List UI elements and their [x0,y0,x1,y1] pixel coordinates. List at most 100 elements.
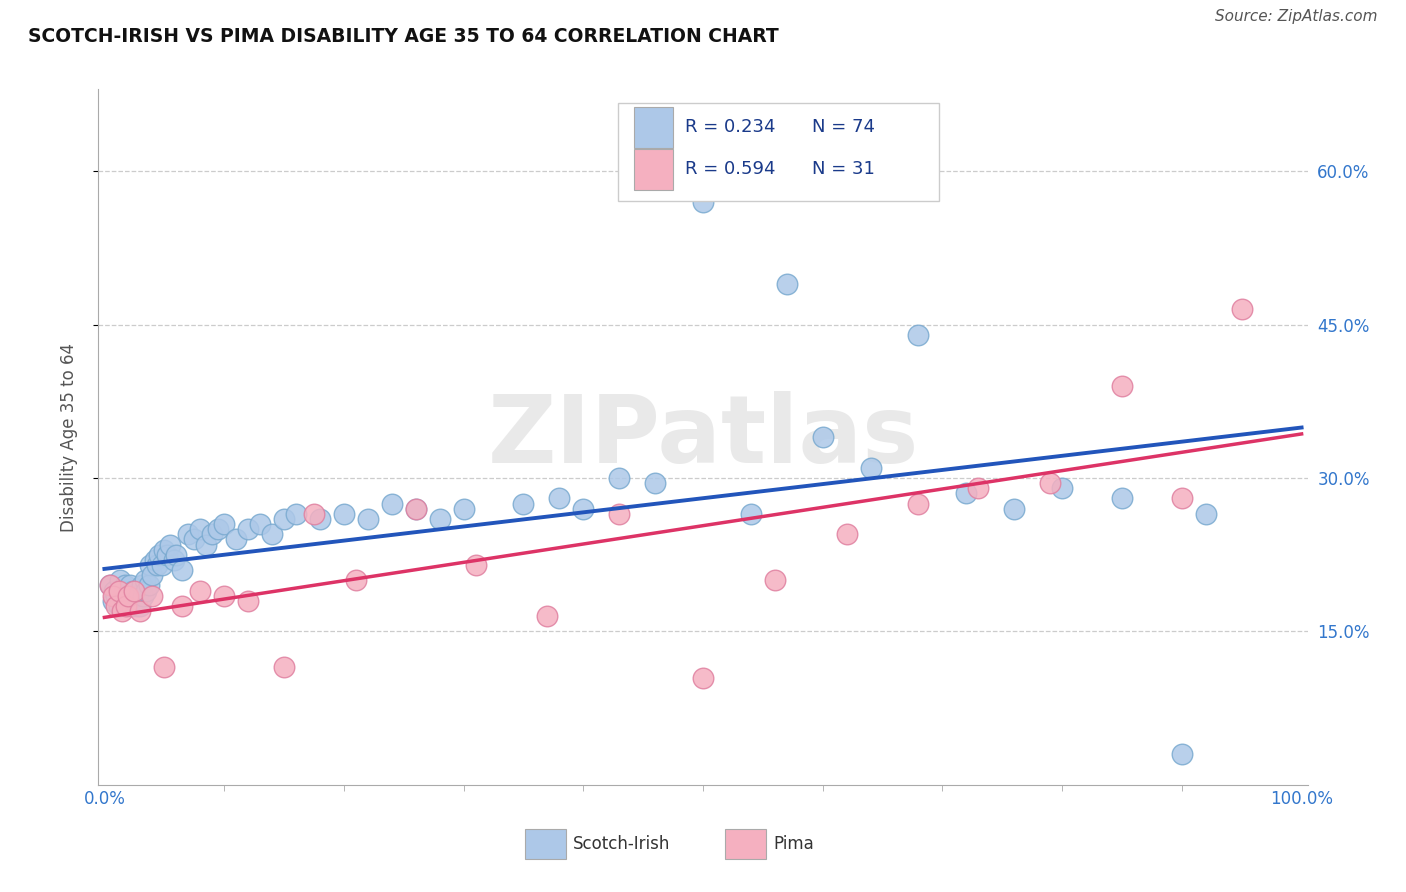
FancyBboxPatch shape [619,103,939,201]
Point [405,501,427,516]
Point [122,583,145,598]
Point [548,491,571,506]
Point [107,599,129,613]
Point [165,548,187,562]
Point [115,589,138,603]
Point [201,527,224,541]
Text: SCOTCH-IRISH VS PIMA DISABILITY AGE 35 TO 64 CORRELATION CHART: SCOTCH-IRISH VS PIMA DISABILITY AGE 35 T… [28,27,779,45]
Point [111,589,134,603]
Point [153,660,176,674]
Text: R = 0.594: R = 0.594 [685,161,775,178]
Point [163,553,186,567]
Point [115,599,138,613]
Point [100,578,122,592]
Point [156,548,179,562]
Text: Source: ZipAtlas.com: Source: ZipAtlas.com [1215,9,1378,24]
Point [183,533,205,547]
Point [1195,507,1218,521]
Text: N = 74: N = 74 [811,119,875,136]
Y-axis label: Disability Age 35 to 64: Disability Age 35 to 64 [59,343,77,532]
Point [512,497,534,511]
Point [859,460,882,475]
Point [134,574,156,588]
Point [692,194,714,209]
Point [124,583,146,598]
Point [107,583,129,598]
Point [302,507,325,521]
Point [125,599,148,613]
Point [464,558,486,572]
Text: Pima: Pima [773,835,814,853]
Point [138,578,160,592]
Point [284,507,307,521]
Point [195,537,218,551]
Point [309,512,332,526]
Point [955,486,977,500]
Point [112,583,135,598]
Point [129,604,152,618]
FancyBboxPatch shape [634,107,672,148]
Text: ZIPatlas: ZIPatlas [488,391,918,483]
Point [131,578,153,592]
FancyBboxPatch shape [526,829,567,859]
Point [114,578,136,592]
Point [117,594,139,608]
Point [212,589,235,603]
Point [381,497,404,511]
Point [101,589,124,603]
Point [124,589,146,603]
Point [139,558,162,572]
Point [273,660,295,674]
Point [103,583,125,598]
Point [188,522,211,536]
Point [907,497,929,511]
Point [1111,491,1133,506]
FancyBboxPatch shape [634,149,672,190]
Point [141,568,163,582]
Point [212,516,235,531]
Point [1171,491,1194,506]
Point [1050,481,1073,495]
Point [143,553,166,567]
Point [135,583,157,598]
Point [811,430,834,444]
Text: N = 31: N = 31 [811,161,875,178]
Point [132,589,155,603]
Point [607,471,630,485]
Point [572,501,595,516]
Point [1002,501,1025,516]
Point [763,574,786,588]
Point [453,501,475,516]
Text: Scotch-Irish: Scotch-Irish [572,835,669,853]
Point [105,589,128,603]
Point [644,476,666,491]
Point [120,589,142,603]
Point [260,527,283,541]
Point [1111,379,1133,393]
Point [236,522,259,536]
Point [100,578,122,592]
Point [1171,747,1194,762]
Point [607,507,630,521]
Point [333,507,356,521]
Point [108,574,131,588]
Point [429,512,451,526]
Point [249,516,271,531]
Point [129,599,152,613]
Point [101,594,124,608]
Point [159,537,181,551]
Point [111,604,134,618]
Point [127,589,149,603]
Point [124,594,146,608]
Point [1230,302,1253,317]
Point [357,512,380,526]
Point [236,594,259,608]
Point [740,507,762,521]
Point [776,277,799,291]
Text: R = 0.234: R = 0.234 [685,119,775,136]
Point [121,599,143,613]
Point [177,527,200,541]
Point [148,548,170,562]
Point [405,501,427,516]
Point [153,542,176,557]
